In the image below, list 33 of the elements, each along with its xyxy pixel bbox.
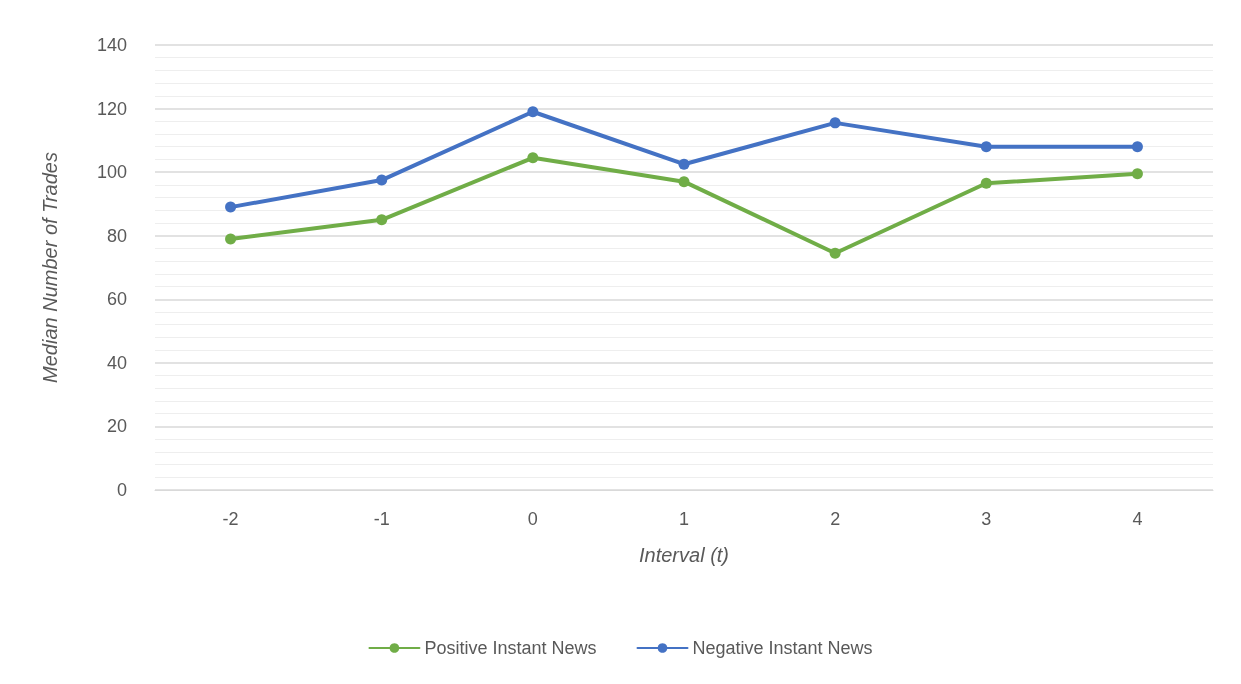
point — [1131, 168, 1143, 180]
y-tick-label: 120 — [96, 98, 127, 119]
x-tick-label: -1 — [373, 509, 390, 529]
point — [527, 106, 539, 118]
y-tick-label: 60 — [106, 289, 127, 310]
x-tick-label: 2 — [830, 509, 841, 529]
y-tick-label: 40 — [106, 352, 127, 373]
y-tick-label: 100 — [96, 162, 127, 183]
point — [678, 158, 690, 170]
y-tick-label: 80 — [106, 225, 127, 246]
y-tick-label: 140 — [96, 35, 127, 55]
point — [225, 233, 237, 245]
point — [376, 214, 388, 226]
point — [225, 201, 237, 213]
y-tick-label: 20 — [106, 416, 127, 437]
y-axis-title: Median Number of Trades — [39, 152, 61, 383]
point — [678, 176, 690, 188]
point — [376, 174, 388, 186]
legend-label: Negative Instant News — [692, 638, 873, 658]
x-tick-label: 1 — [678, 509, 690, 529]
point — [527, 152, 539, 164]
x-tick-label: 4 — [1132, 509, 1143, 529]
point — [829, 247, 841, 259]
x-tick-label: 0 — [527, 509, 538, 529]
point — [829, 117, 841, 129]
point — [1131, 141, 1143, 153]
x-tick-label: -2 — [222, 509, 239, 529]
point — [980, 141, 992, 153]
point — [980, 177, 992, 189]
x-tick-label: 3 — [981, 509, 992, 529]
y-tick-label: 0 — [116, 480, 127, 500]
legend-label: Positive Instant News — [424, 638, 597, 658]
x-axis-title: Interval (t) — [638, 544, 730, 566]
